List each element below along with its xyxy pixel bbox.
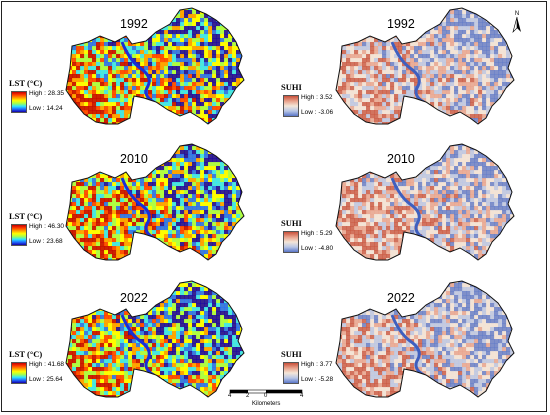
lst-2022-legend-ramp	[11, 362, 27, 384]
lst-1992-legend-title: LST (°C)	[9, 78, 43, 88]
lst-2022-map	[65, 280, 245, 398]
suhi-2022-legend-low: Low : -5.28	[301, 376, 334, 383]
suhi-2022-legend-title: SUHI	[281, 349, 302, 359]
lst-2010-legend-high: High : 46.30	[29, 223, 65, 230]
suhi-2022-legend-high: High : 3.77	[301, 361, 333, 368]
lst-2010-legend-ramp	[11, 224, 27, 246]
suhi-2010-legend-ramp	[283, 231, 299, 253]
lst-2022-year-label: 2022	[120, 291, 148, 305]
scale-bar-graphic	[229, 389, 303, 394]
suhi-1992-year-label: 1992	[387, 17, 415, 31]
river	[120, 41, 155, 104]
suhi-2022-map	[335, 280, 515, 398]
north-label: N	[515, 11, 519, 17]
lst-2022-legend-title: LST (°C)	[9, 349, 43, 359]
suhi-1992-legend-low: Low : -3.06	[301, 109, 334, 116]
boundary-outline	[335, 7, 515, 125]
scale-unit: Kilometers	[252, 401, 281, 407]
lst-2022-legend-low: Low : 25.64	[29, 376, 63, 383]
suhi-2010-legend-low: Low : -4.80	[301, 245, 334, 252]
river	[390, 41, 425, 104]
lst-2010-legend-title: LST (°C)	[9, 211, 43, 221]
lst-1992-map	[65, 7, 245, 125]
lst-2010-legend-low: Low : 23.68	[29, 238, 63, 245]
lst-1992-legend-low: Low : 14.24	[29, 105, 63, 112]
north-arrow: N	[508, 8, 526, 39]
scale-bar: 4 2 0 4 Kilometers	[226, 384, 306, 407]
river	[390, 314, 425, 377]
suhi-2010-legend-high: High : 5.29	[301, 230, 333, 237]
river	[120, 177, 155, 240]
river	[120, 314, 155, 377]
river	[390, 177, 425, 240]
boundary-outline	[65, 280, 245, 398]
lst-1992-year-label: 1992	[120, 17, 148, 31]
scale-tick-1: 4	[228, 393, 232, 399]
suhi-2022-legend-ramp	[283, 362, 299, 384]
suhi-1992-legend-ramp	[283, 95, 299, 117]
boundary-outline	[335, 280, 515, 398]
boundary-outline	[65, 143, 245, 261]
boundary-outline	[65, 7, 245, 125]
boundary-outline	[335, 143, 515, 261]
scale-tick-2: 2	[246, 393, 250, 399]
suhi-2010-year-label: 2010	[387, 152, 415, 166]
lst-1992-legend-high: High : 28.35	[29, 90, 65, 97]
suhi-1992-legend-high: High : 3.52	[301, 94, 333, 101]
scale-tick-3: 0	[264, 393, 268, 399]
north-arrow-icon: N	[512, 11, 521, 34]
lst-2010-map	[65, 143, 245, 261]
suhi-1992-legend-title: SUHI	[281, 82, 302, 92]
scale-tick-4: 4	[300, 393, 304, 399]
suhi-1992-map	[335, 7, 515, 125]
lst-2010-year-label: 2010	[120, 152, 148, 166]
suhi-2010-legend-title: SUHI	[281, 218, 302, 228]
lst-2022-legend-high: High : 41.68	[29, 361, 65, 368]
lst-1992-legend-ramp	[11, 91, 27, 113]
suhi-2022-year-label: 2022	[387, 291, 415, 305]
suhi-2010-map	[335, 143, 515, 261]
